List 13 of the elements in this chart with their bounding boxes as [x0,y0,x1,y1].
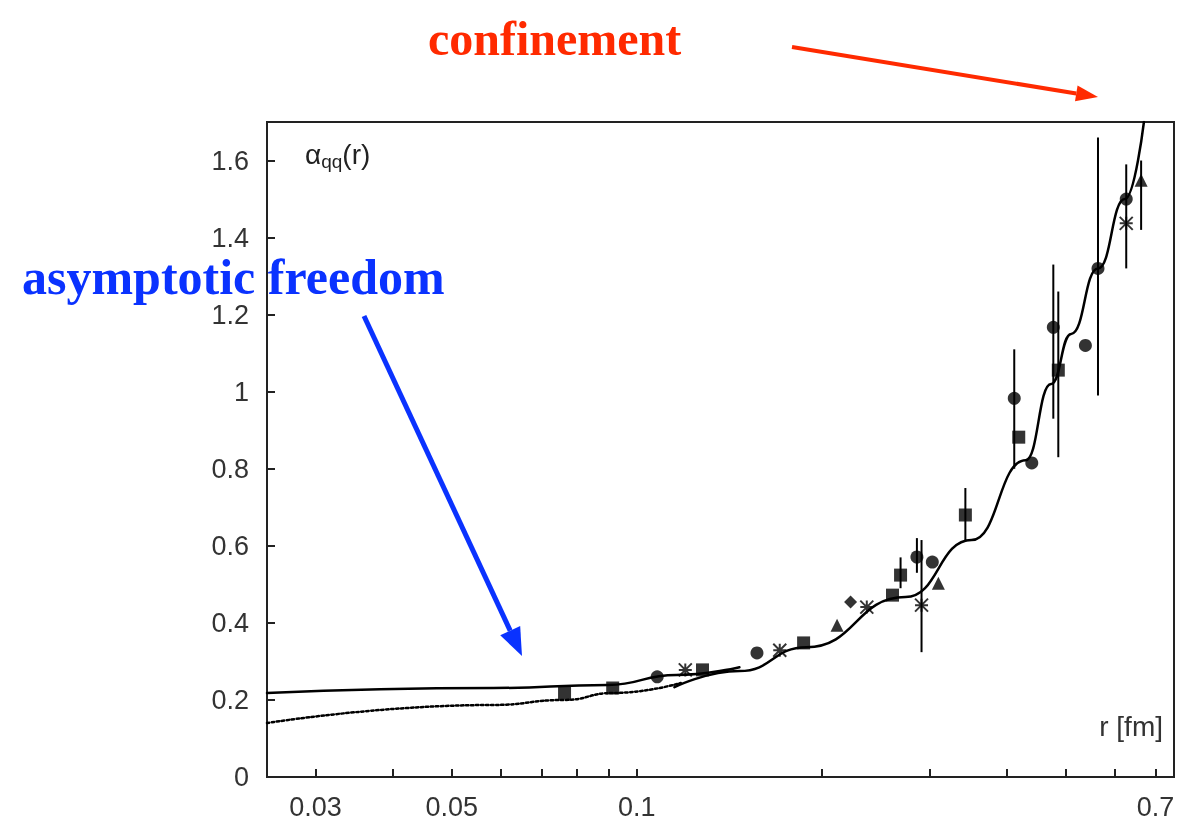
x-tick-label: 0.1 [617,791,656,822]
x-tick-label: 0.7 [1136,791,1175,822]
y-tick-label: 0.6 [211,530,249,561]
x-axis-title: r [fm] [1099,710,1163,742]
y-tick-label: 1 [233,376,249,407]
text: confinement [428,11,682,65]
x-tick-label: 0.05 [425,791,479,822]
y-tick-label: 0.4 [211,607,249,638]
y-tick-label: 0.2 [211,684,249,715]
y-tick-label: 1.6 [211,145,249,176]
x-tick-label: 0.03 [289,791,342,822]
y-tick-label: 0 [233,762,249,792]
y-tick-label: 0.8 [211,453,249,484]
